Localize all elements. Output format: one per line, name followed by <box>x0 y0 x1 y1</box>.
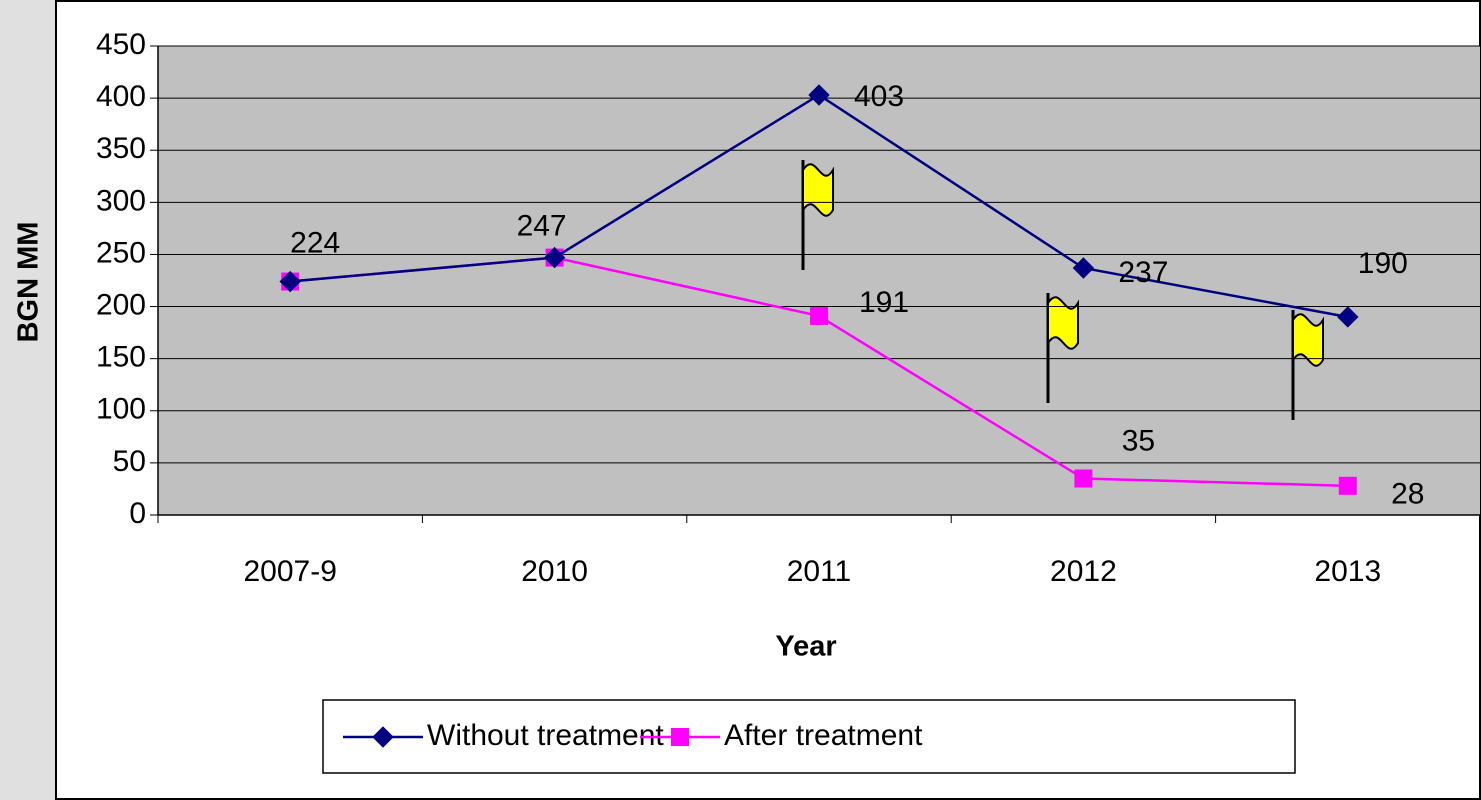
flag <box>1046 293 1079 403</box>
y-tick-label: 350 <box>96 132 146 165</box>
data-label: 190 <box>1358 247 1408 280</box>
plot-area <box>158 46 1480 515</box>
y-tick-label: 150 <box>96 341 146 374</box>
legend-marker <box>372 726 394 748</box>
y-axis-title: BGN MM <box>13 222 45 343</box>
data-label: 237 <box>1118 256 1168 289</box>
flags <box>801 160 1324 420</box>
x-tick-label: 2010 <box>521 555 588 588</box>
y-tick-label: 100 <box>96 393 146 426</box>
data-point <box>810 306 828 325</box>
y-tick-label: 0 <box>129 497 146 530</box>
y-tick-label: 250 <box>96 236 146 269</box>
legend <box>322 699 1296 774</box>
data-label: 247 <box>517 209 567 242</box>
side-strip <box>0 0 56 800</box>
legend-label: After treatment <box>724 719 923 752</box>
flag <box>801 160 834 270</box>
y-tick-label: 450 <box>96 28 146 61</box>
data-point <box>1074 469 1093 488</box>
x-axis-title: Year <box>775 631 836 663</box>
legend-marker <box>671 728 689 746</box>
x-tick-label: 2011 <box>787 555 852 588</box>
x-tick-label: 2013 <box>1314 555 1381 588</box>
y-tick-label: 50 <box>113 445 146 478</box>
legend-label: Without treatment <box>427 719 664 752</box>
data-point <box>543 246 566 269</box>
y-tick-label: 200 <box>96 288 146 321</box>
data-point <box>279 270 301 293</box>
data-point <box>808 84 830 106</box>
data-label: 35 <box>1122 424 1155 457</box>
x-tick-label: 2012 <box>1050 555 1117 588</box>
data-label: 224 <box>290 226 340 259</box>
flag <box>1291 310 1324 420</box>
data-point <box>1072 257 1095 279</box>
data-point <box>1338 476 1357 495</box>
data-label: 403 <box>854 80 904 113</box>
data-label: 191 <box>859 286 909 319</box>
y-tick-label: 300 <box>96 184 146 217</box>
y-tick-label: 400 <box>96 80 146 113</box>
x-tick-label: 2007-9 <box>243 555 336 588</box>
data-point <box>1337 306 1359 328</box>
data-label: 28 <box>1391 478 1424 511</box>
